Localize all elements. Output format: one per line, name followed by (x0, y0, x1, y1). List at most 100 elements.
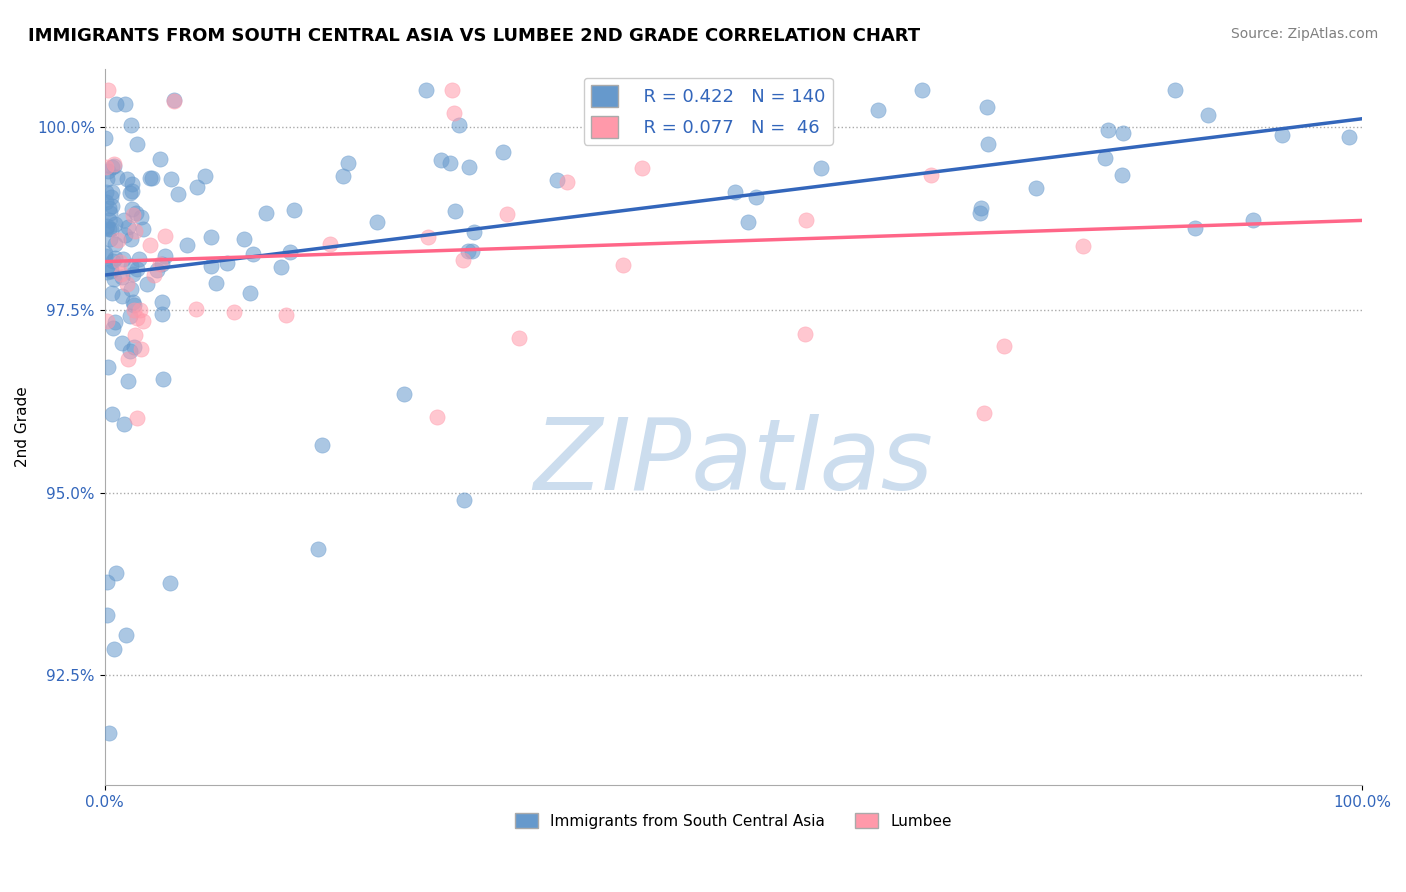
Point (97, 83, 120, 97)
Point (103, 159, 125, 173)
Point (105, 96, 128, 111)
Point (496, 207, 519, 221)
Point (125, 206, 148, 220)
Point (631, 161, 654, 175)
Point (96, 160, 118, 174)
Point (337, 156, 360, 170)
Point (128, 252, 150, 267)
Point (215, 256, 238, 270)
Text: IMMIGRANTS FROM SOUTH CENTRAL ASIA VS LUMBEE 2ND GRADE CORRELATION CHART: IMMIGRANTS FROM SOUTH CENTRAL ASIA VS LU… (28, 27, 921, 45)
Point (153, 229, 176, 244)
Point (394, 387, 416, 401)
Point (124, 327, 146, 342)
Point (129, 210, 152, 224)
Point (118, 309, 141, 323)
Point (112, 213, 135, 227)
Point (976, 100, 998, 114)
Point (120, 259, 142, 273)
Point (1184, 220, 1206, 235)
Point (280, 245, 302, 260)
Point (866, 103, 889, 117)
Text: Source: ZipAtlas.com: Source: ZipAtlas.com (1230, 27, 1378, 41)
Text: ZIPatlas: ZIPatlas (533, 414, 934, 511)
Point (117, 277, 139, 291)
Point (117, 219, 139, 234)
Point (124, 224, 146, 238)
Point (94, 131, 117, 145)
Point (96, 171, 118, 186)
Point (457, 244, 479, 258)
Point (152, 372, 174, 386)
Point (97, 359, 120, 374)
Point (117, 375, 139, 389)
Point (1073, 239, 1095, 253)
Point (120, 232, 142, 246)
Point (96, 314, 118, 328)
Point (100, 190, 122, 204)
Point (430, 153, 453, 167)
Point (125, 410, 148, 425)
Point (120, 118, 142, 132)
Point (110, 288, 132, 302)
Point (366, 215, 388, 229)
Point (115, 172, 138, 186)
Point (794, 326, 817, 341)
Point (118, 344, 141, 359)
Point (101, 198, 124, 212)
Point (97, 221, 120, 235)
Point (332, 169, 354, 184)
Point (139, 237, 162, 252)
Point (100, 160, 122, 174)
Point (94, 249, 117, 263)
Point (200, 229, 222, 244)
Point (911, 83, 934, 97)
Point (120, 282, 142, 296)
Point (167, 186, 190, 201)
Point (114, 96, 136, 111)
Point (121, 184, 143, 198)
Point (254, 206, 277, 220)
Point (239, 285, 262, 300)
Point (98, 201, 121, 215)
Point (1164, 83, 1187, 97)
Point (98, 232, 121, 246)
Point (449, 118, 471, 132)
Point (612, 258, 634, 272)
Point (443, 106, 465, 120)
Point (920, 168, 942, 182)
Point (160, 171, 183, 186)
Point (100, 185, 122, 199)
Point (993, 339, 1015, 353)
Point (1197, 108, 1219, 122)
Point (100, 286, 122, 301)
Point (114, 227, 136, 242)
Point (122, 302, 145, 317)
Point (242, 246, 264, 260)
Point (98, 726, 121, 740)
Point (104, 251, 127, 265)
Point (94, 245, 117, 260)
Point (111, 335, 134, 350)
Point (122, 340, 145, 354)
Point (122, 298, 145, 312)
Point (149, 257, 172, 271)
Point (101, 407, 124, 421)
Point (200, 260, 222, 274)
Point (810, 161, 832, 175)
Point (122, 294, 145, 309)
Point (150, 306, 173, 320)
Point (101, 321, 124, 335)
Point (103, 272, 125, 286)
Point (159, 576, 181, 591)
Y-axis label: 2nd Grade: 2nd Grade (15, 386, 30, 467)
Point (146, 263, 169, 277)
Point (460, 244, 482, 259)
Point (274, 308, 297, 322)
Point (103, 157, 125, 171)
Point (96, 574, 118, 589)
Point (129, 342, 152, 356)
Point (233, 232, 256, 246)
Point (96, 219, 118, 233)
Point (1241, 213, 1264, 227)
Point (737, 214, 759, 228)
